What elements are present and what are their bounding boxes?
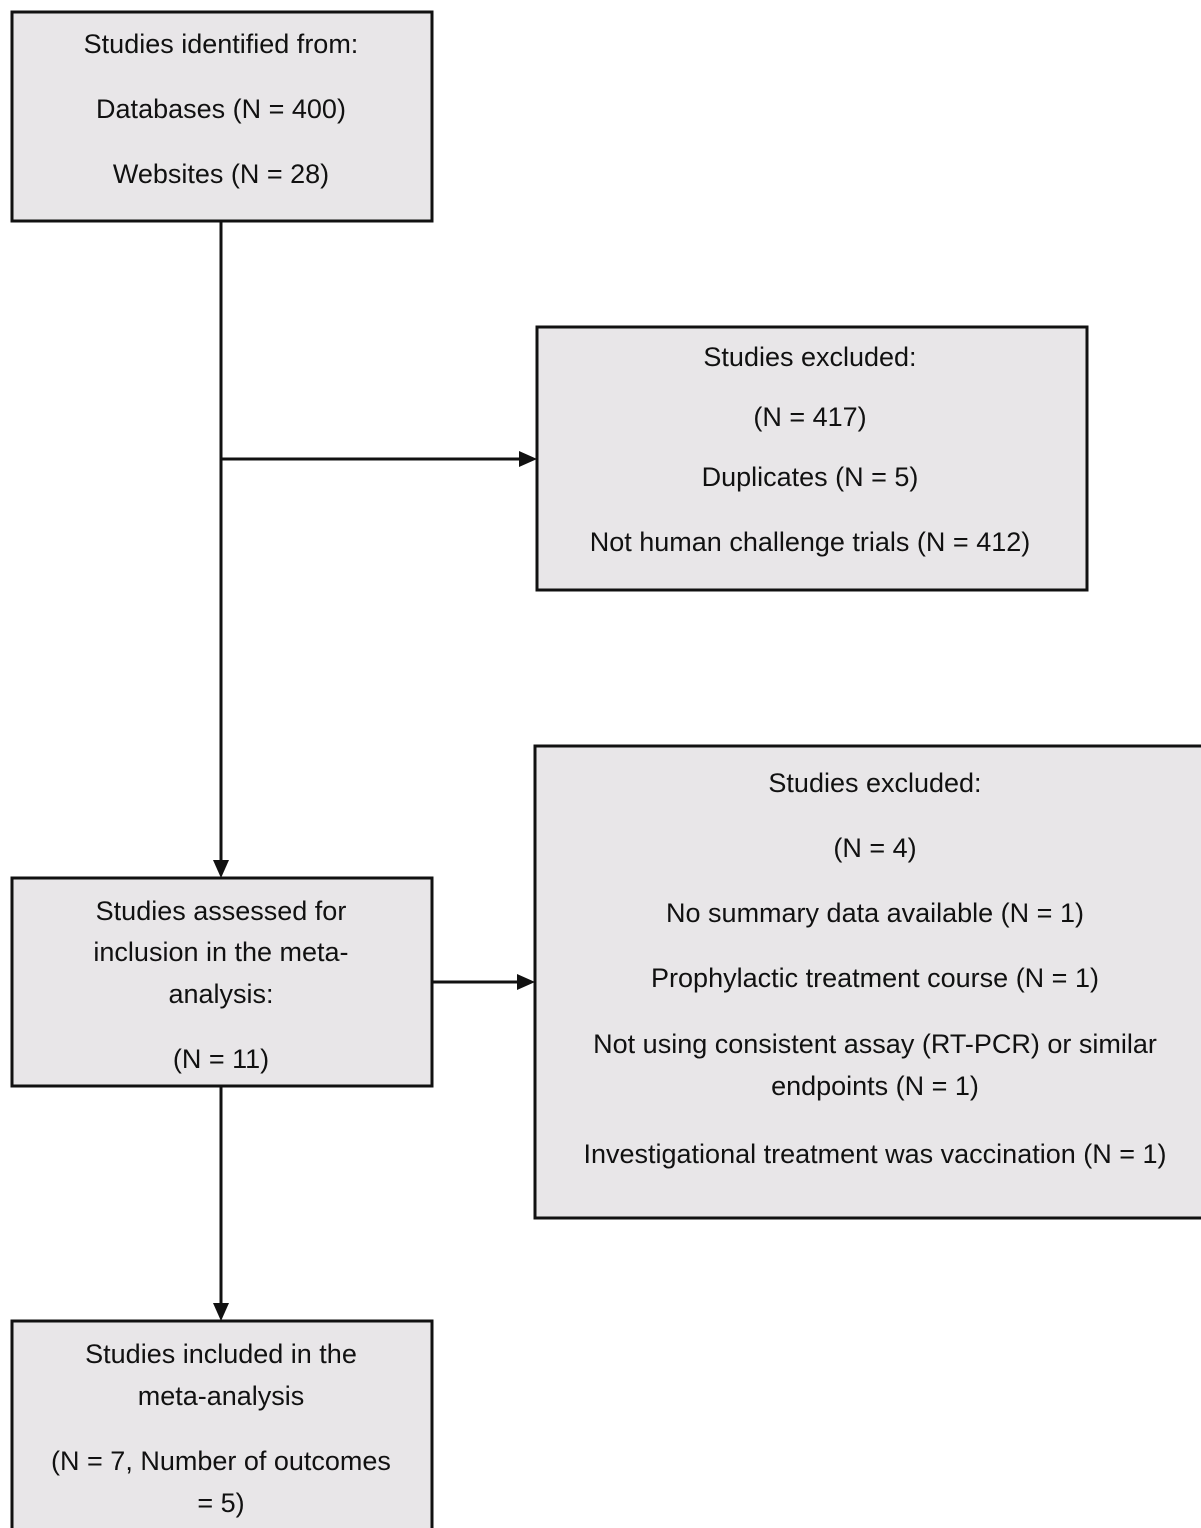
box-text: Websites (N = 28) [113, 159, 329, 189]
box-text: Studies assessed for [96, 896, 347, 926]
box-text: No summary data available (N = 1) [666, 898, 1084, 928]
arrowhead [213, 860, 229, 878]
box-text: Studies included in the [85, 1339, 357, 1369]
box-text: Investigational treatment was vaccinatio… [583, 1139, 1166, 1169]
arrowhead [519, 451, 537, 467]
box-text: (N = 417) [753, 402, 866, 432]
box-text: (N = 11) [173, 1044, 269, 1074]
box-included [10, 1319, 434, 1528]
arrowhead [517, 974, 535, 990]
box-text: Not human challenge trials (N = 412) [590, 527, 1030, 557]
box-text: Prophylactic treatment course (N = 1) [651, 963, 1099, 993]
box-excluded-2 [533, 744, 1201, 1220]
box-text: (N = 4) [833, 833, 916, 863]
box-text: endpoints (N = 1) [771, 1071, 979, 1101]
box-assessed [10, 876, 434, 1088]
box-excluded-1 [535, 325, 1089, 592]
box-text: Studies identified from: [84, 29, 359, 59]
box-text: (N = 7, Number of outcomes [51, 1446, 391, 1476]
box-text: analysis: [168, 979, 273, 1009]
box-text: Not using consistent assay (RT-PCR) or s… [593, 1029, 1157, 1059]
arrowhead [213, 1303, 229, 1321]
box-text: meta-analysis [138, 1381, 305, 1411]
box-text: Studies excluded: [768, 768, 981, 798]
box-identified [10, 10, 434, 223]
box-text: = 5) [197, 1488, 244, 1518]
box-text: inclusion in the meta- [93, 937, 348, 967]
box-text: Databases (N = 400) [96, 94, 346, 124]
box-text: Studies excluded: [703, 342, 916, 372]
box-text: Duplicates (N = 5) [702, 462, 919, 492]
